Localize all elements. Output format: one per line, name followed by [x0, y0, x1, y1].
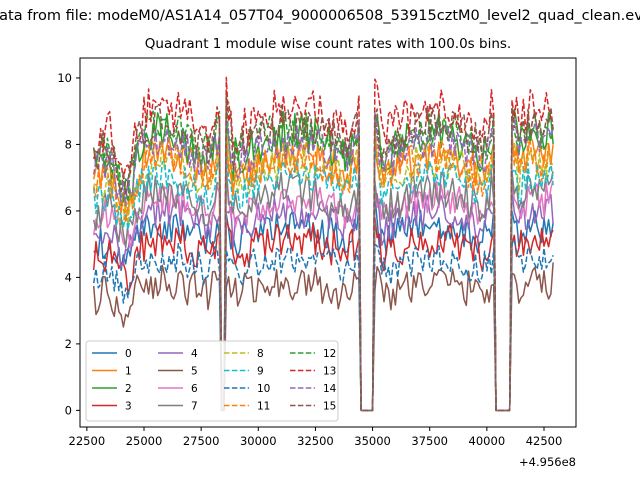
- x-tick-label-22500: 22500: [69, 434, 106, 448]
- series-line-6: [92, 170, 554, 412]
- legend-label-13: 13: [323, 366, 336, 378]
- figure-title: Data from file: modeM0/AS1A14_057T04_900…: [0, 8, 640, 24]
- legend-label-4: 4: [191, 348, 198, 360]
- legend-label-12: 12: [323, 348, 336, 360]
- legend-label-8: 8: [257, 348, 264, 360]
- series-line-5: [92, 262, 554, 412]
- series-line-10: [92, 239, 554, 412]
- legend-label-0: 0: [125, 348, 132, 360]
- legend-label-7: 7: [191, 401, 198, 413]
- y-tick-label-6: 6: [65, 204, 72, 218]
- x-tick-label-40000: 40000: [469, 434, 506, 448]
- y-tick-label-2: 2: [65, 337, 72, 351]
- series-line-15: [92, 99, 554, 412]
- x-tick-label-30000: 30000: [240, 434, 277, 448]
- axis-layer: 22500 25000 27500 30000 32500 35000 37500 40000…: [57, 71, 562, 448]
- axes-title: Quadrant 1 module wise count rates with …: [144, 36, 512, 52]
- legend-label-2: 2: [125, 383, 132, 395]
- series-line-11: [92, 125, 554, 412]
- legend-label-9: 9: [257, 366, 264, 378]
- legend-label-11: 11: [257, 401, 270, 413]
- y-tick-label-8: 8: [65, 137, 72, 151]
- x-tick-label-27500: 27500: [183, 434, 220, 448]
- x-tick-label-35000: 35000: [354, 434, 391, 448]
- x-tick-label-32500: 32500: [297, 434, 334, 448]
- legend-label-3: 3: [125, 401, 132, 413]
- x-tick-label-42500: 42500: [526, 434, 563, 448]
- x-offset-label: +4.956e8: [519, 455, 576, 469]
- series-line-14: [92, 112, 554, 412]
- x-tick-label-37500: 37500: [411, 434, 448, 448]
- legend-label-5: 5: [191, 366, 198, 378]
- y-tick-label-4: 4: [65, 270, 72, 284]
- legend-label-6: 6: [191, 383, 198, 395]
- legend-label-10: 10: [257, 383, 270, 395]
- legend-box: [85, 340, 339, 422]
- legend-label-14: 14: [323, 383, 337, 395]
- series-line-0: [93, 195, 554, 412]
- series-layer: [92, 76, 554, 412]
- y-tick-label-0: 0: [65, 403, 72, 417]
- legend-label-15: 15: [323, 401, 336, 413]
- y-tick-label-10: 10: [57, 71, 72, 85]
- legend-label-1: 1: [125, 366, 132, 378]
- x-tick-label-25000: 25000: [126, 434, 163, 448]
